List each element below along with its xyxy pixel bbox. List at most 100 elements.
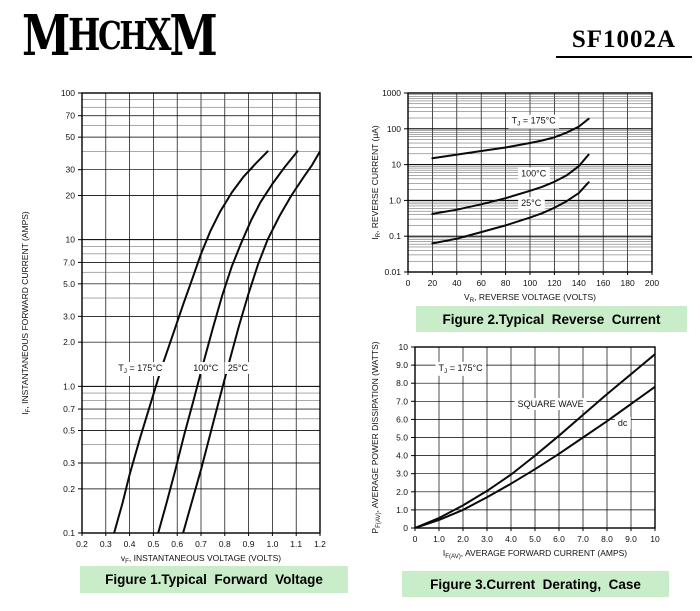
svg-text:0.4: 0.4 — [124, 539, 136, 549]
brand-letter: H — [119, 13, 147, 58]
svg-text:0.8: 0.8 — [219, 539, 231, 549]
svg-text:180: 180 — [621, 278, 635, 288]
annotation-bg — [514, 398, 587, 411]
axis-ticks: 10 9.0 8.0 7.0 6.0 5.0 4.0 3.0 2.0 1.0 00 1.0 2.0 3.0… — [396, 342, 660, 544]
svg-text:0.7: 0.7 — [63, 404, 75, 414]
svg-text:8.0: 8.0 — [601, 534, 613, 544]
series-curves — [113, 150, 320, 533]
curve-100c — [157, 150, 299, 533]
axis-ticks: 100 70 50 30 20 10 7.0 5.0 3.0 2.0 1.0 0.7 0.5 0.3 0.2… — [61, 88, 326, 549]
svg-text:3.0: 3.0 — [396, 469, 408, 479]
curve-25c — [182, 150, 320, 533]
svg-text:0.1: 0.1 — [63, 528, 75, 538]
svg-text:5.0: 5.0 — [396, 433, 408, 443]
svg-text:80: 80 — [501, 278, 511, 288]
annotation-label: SQUARE WAVE — [518, 399, 584, 409]
svg-text:1.0: 1.0 — [396, 505, 408, 515]
annotation-label: dc — [618, 418, 628, 428]
figure3-caption: Figure 3.Current Derating, Case — [402, 571, 669, 597]
svg-text:7.0: 7.0 — [396, 396, 408, 406]
svg-text:1.1: 1.1 — [290, 539, 302, 549]
x-axis-title: vF, INSTANTANEOUS VOLTAGE (VOLTS) — [121, 553, 281, 565]
svg-text:1.0: 1.0 — [433, 534, 445, 544]
svg-text:100: 100 — [61, 88, 75, 98]
annotation-label: TJ = 175°C — [439, 363, 484, 375]
svg-text:8.0: 8.0 — [396, 378, 408, 388]
annotation-label: 100°C — [193, 363, 219, 373]
svg-text:100: 100 — [387, 124, 401, 134]
curve-square-wave — [415, 353, 655, 528]
annotation-bg — [518, 197, 545, 210]
svg-text:0: 0 — [413, 534, 418, 544]
annotation-bg — [190, 362, 222, 374]
svg-text:20: 20 — [428, 278, 438, 288]
svg-text:0.7: 0.7 — [195, 539, 207, 549]
part-number: SF1002A — [556, 26, 692, 58]
svg-text:0.6: 0.6 — [171, 539, 183, 549]
brand-letter: M — [22, 3, 70, 69]
x-axis-title: VR, REVERSE VOLTAGE (VOLTS) — [464, 292, 596, 304]
annotation-label: 100°C — [521, 169, 547, 179]
svg-text:9.0: 9.0 — [625, 534, 637, 544]
annotation-bg — [518, 167, 550, 180]
svg-text:2.0: 2.0 — [63, 337, 75, 347]
figure3-current-derating-chart: 10 9.0 8.0 7.0 6.0 5.0 4.0 3.0 2.0 1.0 00 1.0 2.0 3.0… — [370, 341, 660, 560]
svg-text:40: 40 — [452, 278, 462, 288]
svg-text:0.2: 0.2 — [76, 539, 88, 549]
svg-text:140: 140 — [572, 278, 586, 288]
x-axis-title: IF(AV), AVERAGE FORWARD CURRENT (AMPS) — [443, 548, 627, 560]
figure2-reverse-current-chart: 1000 100 10 1.0 0.1 0.01 0 20 40 60 80 100 120 140 160… — [370, 88, 659, 304]
svg-text:60: 60 — [476, 278, 486, 288]
svg-text:3.0: 3.0 — [481, 534, 493, 544]
svg-text:5.0: 5.0 — [63, 279, 75, 289]
axis-ticks: 1000 100 10 1.0 0.1 0.01 0 20 40 60 80 100 120 140 160… — [382, 88, 659, 288]
svg-text:0.5: 0.5 — [147, 539, 159, 549]
brand-letter: C — [98, 13, 122, 58]
svg-text:1000: 1000 — [382, 88, 401, 98]
annotation-bg — [435, 361, 487, 376]
svg-text:10: 10 — [392, 160, 402, 170]
svg-text:1.2: 1.2 — [314, 539, 326, 549]
svg-text:0.9: 0.9 — [243, 539, 255, 549]
svg-text:0: 0 — [406, 278, 411, 288]
svg-text:50: 50 — [66, 132, 76, 142]
annotation-bg — [224, 362, 252, 374]
svg-text:70: 70 — [66, 111, 76, 121]
svg-text:6.0: 6.0 — [396, 414, 408, 424]
svg-text:7.0: 7.0 — [63, 257, 75, 267]
svg-text:1.0: 1.0 — [63, 381, 75, 391]
figure1-forward-voltage-chart: 100 70 50 30 20 10 7.0 5.0 3.0 2.0 1.0 0.7 0.5 0.3 0.2… — [20, 88, 326, 565]
svg-text:0.5: 0.5 — [63, 425, 75, 435]
svg-text:0.2: 0.2 — [63, 484, 75, 494]
curve-tj-175c — [431, 117, 590, 160]
svg-text:3.0: 3.0 — [63, 311, 75, 321]
svg-text:0.1: 0.1 — [389, 231, 401, 241]
svg-text:10: 10 — [66, 235, 76, 245]
brand-letter: M — [169, 3, 217, 69]
curve-dc — [415, 385, 655, 528]
annotation-label: TJ = 175°C — [512, 116, 557, 128]
svg-text:5.0: 5.0 — [529, 534, 541, 544]
series-curves — [415, 353, 655, 528]
svg-text:100: 100 — [523, 278, 537, 288]
svg-text:10: 10 — [650, 534, 660, 544]
svg-text:7.0: 7.0 — [577, 534, 589, 544]
brand-letter: H — [68, 10, 100, 61]
svg-text:160: 160 — [596, 278, 610, 288]
svg-text:9.0: 9.0 — [396, 360, 408, 370]
svg-text:200: 200 — [645, 278, 659, 288]
svg-text:1.0: 1.0 — [266, 539, 278, 549]
curve-25c — [431, 181, 590, 245]
annotation-label: 25°C — [228, 363, 249, 373]
curve-100c — [431, 153, 590, 215]
y-axis-title: PF(AV), AVERAGE POWER DISSIPATION (WATTS… — [370, 341, 382, 533]
annotation-bg — [115, 362, 166, 376]
series-curves — [431, 117, 590, 245]
svg-text:30: 30 — [66, 165, 76, 175]
brand-letter: X — [145, 10, 172, 61]
svg-text:0.3: 0.3 — [100, 539, 112, 549]
svg-text:0.01: 0.01 — [384, 267, 401, 277]
annotation-bg — [614, 417, 631, 430]
